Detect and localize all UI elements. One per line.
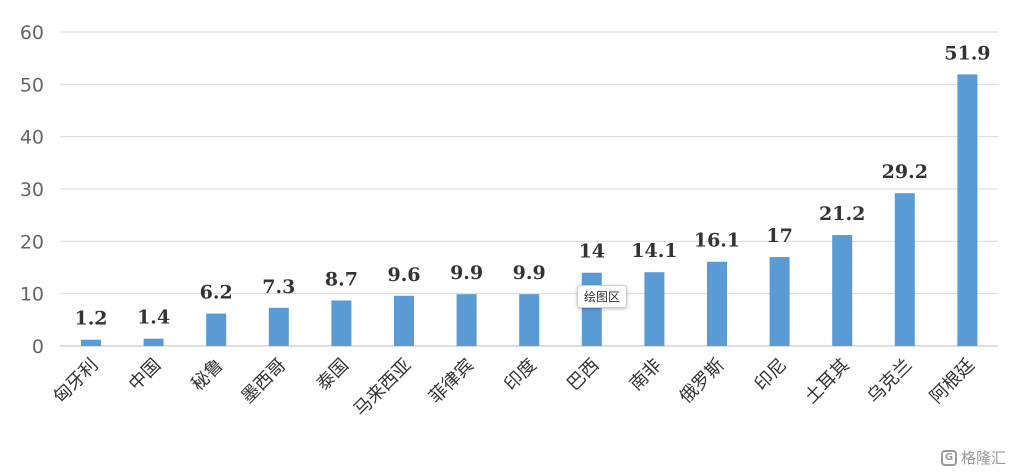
watermark-text: 格隆汇 — [960, 449, 1006, 467]
x-category-label: 巴西 — [563, 355, 603, 395]
data-label: 16.1 — [694, 230, 740, 252]
watermark: G 格隆汇 — [940, 447, 1006, 468]
x-category-label: 墨西哥 — [237, 355, 290, 408]
x-category-label: 印度 — [500, 355, 540, 395]
plot-area-tooltip: 绘图区 — [577, 285, 628, 308]
x-category-label: 秘鲁 — [187, 355, 227, 395]
gelonghui-logo-icon: G — [940, 449, 957, 466]
bars — [81, 74, 978, 346]
data-label: 14 — [579, 241, 605, 263]
x-category-label: 马来西亚 — [350, 355, 416, 421]
data-label: 51.9 — [944, 42, 990, 64]
data-label: 21.2 — [819, 203, 865, 225]
bar[interactable] — [644, 272, 665, 346]
x-category-label: 匈牙利 — [50, 355, 103, 408]
bar[interactable] — [832, 235, 853, 346]
x-category-label: 俄罗斯 — [676, 355, 729, 408]
x-category-label: 阿根廷 — [926, 355, 979, 408]
bar[interactable] — [769, 257, 790, 346]
x-category-label: 菲律宾 — [425, 355, 478, 408]
data-label: 9.9 — [513, 262, 546, 284]
data-label: 7.3 — [262, 276, 295, 298]
bar[interactable] — [894, 193, 915, 346]
x-category-label: 土耳其 — [801, 355, 854, 408]
bar[interactable] — [519, 294, 540, 346]
data-label: 29.2 — [882, 161, 928, 183]
y-tick-label: 60 — [20, 22, 44, 44]
x-category-label: 泰国 — [313, 355, 353, 395]
data-label: 1.4 — [137, 307, 170, 329]
y-axis-ticks: 0 10 20 30 40 50 60 — [20, 22, 44, 358]
bar[interactable] — [456, 294, 477, 346]
data-label: 17 — [766, 225, 792, 247]
y-tick-label: 50 — [20, 74, 44, 96]
tooltip-text: 绘图区 — [584, 290, 621, 304]
data-label: 1.2 — [74, 308, 107, 330]
bar[interactable] — [81, 339, 101, 346]
data-label: 9.9 — [450, 262, 483, 284]
data-label: 9.6 — [387, 264, 420, 286]
x-category-label: 乌克兰 — [863, 355, 916, 408]
bar[interactable] — [707, 261, 727, 346]
data-label: 8.7 — [325, 268, 358, 290]
y-tick-label: 0 — [32, 336, 44, 358]
y-tick-label: 40 — [20, 127, 44, 149]
bar[interactable] — [143, 338, 164, 346]
data-label: 6.2 — [200, 282, 233, 304]
bar[interactable] — [581, 272, 602, 346]
bar[interactable] — [394, 295, 414, 346]
x-category-label: 中国 — [125, 355, 165, 395]
y-tick-label: 20 — [20, 231, 44, 253]
bar[interactable] — [268, 307, 289, 346]
gridlines — [60, 31, 998, 347]
y-tick-label: 30 — [20, 179, 44, 201]
data-labels: 1.2 1.4 6.2 7.3 8.7 9.6 9.9 9.9 14 14.1 16.1 17 21.2… — [74, 42, 990, 329]
x-category-label: 印尼 — [751, 355, 791, 395]
x-category-label: 南非 — [626, 355, 666, 395]
data-label: 14.1 — [631, 240, 677, 262]
y-tick-label: 10 — [20, 284, 44, 306]
bar[interactable] — [331, 300, 352, 346]
bar[interactable] — [206, 313, 227, 346]
bar[interactable] — [957, 74, 978, 346]
